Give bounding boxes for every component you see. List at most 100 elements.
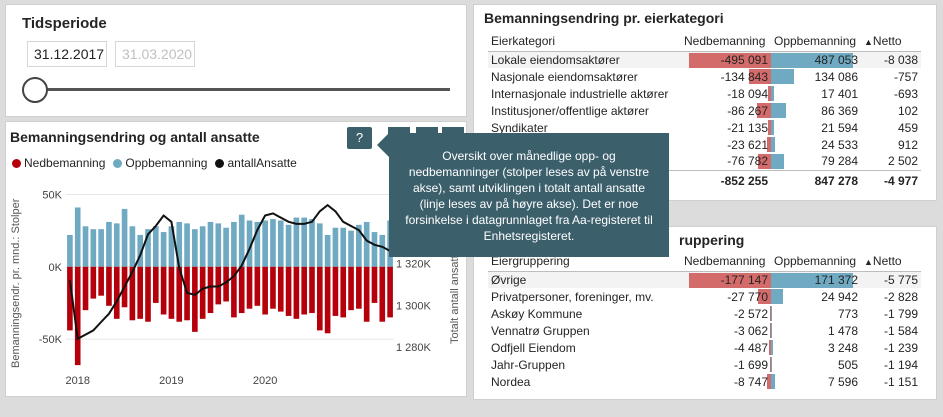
legend-item-oppbemanning[interactable]: Oppbemanning: [113, 156, 207, 170]
legend-item-nedbemanning[interactable]: Nedbemanning: [12, 156, 105, 170]
table-row[interactable]: Syndikater -21 135 21 594 459: [488, 119, 921, 136]
cell-value: -27 770: [727, 289, 768, 304]
data-bar: [767, 86, 771, 101]
netto-cell: -1 584: [883, 323, 918, 338]
antallansatte-line: [68, 203, 391, 341]
nedbemanning-bar: [293, 266, 300, 319]
data-bar: [771, 86, 775, 101]
y2-tick-label: 1 300K: [396, 300, 432, 312]
sort-ascending-icon: ▲: [864, 256, 873, 267]
oppbemanning-cell: 171 372: [771, 271, 861, 288]
help-icon[interactable]: ?: [347, 127, 372, 149]
table-row[interactable]: Privatpersoner, foreninger, mv. -27 770 24…: [488, 288, 921, 305]
nedbemanning-bar: [152, 266, 159, 303]
column-header[interactable]: Nedbemanning: [681, 251, 771, 272]
oppbemanning-bar: [145, 229, 151, 267]
oppbemanning-cell: 17 401: [771, 85, 861, 102]
nedbemanning-bar: [238, 266, 245, 314]
oppbemanning-bar: [293, 217, 300, 267]
data-bar: [766, 374, 771, 389]
y2-tick-label: 1 320K: [396, 259, 432, 271]
cell-value: -177 147: [720, 272, 768, 287]
oppbemanning-bar: [106, 221, 112, 267]
column-header[interactable]: ▲Netto: [861, 31, 921, 52]
table-row[interactable]: Nasjonale eiendomsaktører -134 843 134 086…: [488, 68, 921, 85]
oppbemanning-bar: [262, 220, 268, 267]
column-header[interactable]: Eierkategori: [488, 31, 681, 52]
table-row[interactable]: Jahr-Gruppen -1 699 505 -1 194: [488, 356, 921, 373]
column-header[interactable]: Oppbemanning: [771, 251, 861, 272]
chart-title: Bemanningsendring og antall ansatte: [10, 129, 260, 145]
nedbemanning-cell: -23 621: [681, 136, 771, 153]
legend-item-antallansatte[interactable]: antallAnsatte: [215, 156, 297, 170]
table-row[interactable]: Askøy Kommune -2 572 773 -1 799: [488, 305, 921, 322]
start-date-input[interactable]: 31.12.2017: [27, 41, 107, 67]
cell-value: -8 747: [733, 374, 768, 389]
table-row[interactable]: Lokale eiendomsaktører -495 091 487 053 -8 …: [488, 51, 921, 68]
nedbemanning-bar: [371, 266, 378, 303]
nedbemanning-cell: -177 147: [681, 271, 771, 288]
table-row[interactable]: Institusjoner/offentlige aktører -86 267 8…: [488, 102, 921, 119]
nedbemanning-cell: -27 770: [681, 288, 771, 305]
date-slider-track[interactable]: [36, 88, 450, 91]
table-row[interactable]: Internasjonale industrielle aktører -18 0…: [488, 85, 921, 102]
table-row[interactable]: Odfjell Eiendom -4 487 3 248 -1 239: [488, 339, 921, 356]
table-row[interactable]: Øvrige -177 147 171 372 -5 775: [488, 271, 921, 288]
column-header[interactable]: Nedbemanning: [681, 31, 771, 52]
netto-cell: -693: [893, 86, 918, 101]
oppbemanning-cell: 24 533: [771, 136, 861, 153]
oppbemanning-cell: 7 596: [771, 373, 861, 390]
oppbemanning-bar: [74, 207, 81, 267]
data-bar: [766, 137, 771, 152]
date-slicer-panel: Tidsperiode 31.12.2017 31.03.2020: [5, 4, 467, 117]
chart-legend: Nedbemanning Oppbemanning antallAnsatte: [12, 156, 297, 170]
oppbemanning-cell: 21 594: [771, 119, 861, 136]
eiergruppering-table: Eiergruppering Nedbemanning Oppbemanning…: [488, 251, 921, 390]
data-bar: [757, 103, 771, 118]
oppbemanning-bar: [207, 221, 214, 267]
eier-table-title: Bemanningsendring pr. eierkategori: [484, 10, 724, 26]
table-row[interactable]: -23 621 24 533 912: [488, 136, 921, 153]
oppbemanning-bar: [129, 226, 136, 267]
table-row[interactable]: Nordea -8 747 7 596 -1 151: [488, 373, 921, 390]
netto-cell: -5 775: [861, 271, 921, 288]
nedbemanning-bar: [379, 266, 386, 322]
row-label: Syndikater: [491, 120, 548, 135]
nedbemanning-bar: [254, 266, 261, 306]
oppbemanning-bar: [379, 234, 386, 267]
column-header[interactable]: ▲Netto: [861, 251, 921, 272]
cell-value: 1 478: [827, 323, 858, 338]
legend-dot-icon: [113, 159, 123, 168]
end-date-input[interactable]: 31.03.2020: [115, 41, 195, 67]
y2-axis-label: Totalt antall ansatte: [449, 249, 461, 344]
row-label: Askøy Kommune: [491, 306, 583, 321]
legend-dot-icon: [12, 159, 21, 168]
oppbemanning-bar: [137, 234, 144, 267]
nedbemanning-bar: [223, 266, 229, 302]
nedbemanning-bar: [192, 266, 198, 332]
nedbemanning-cell: -2 572: [681, 305, 771, 322]
column-header[interactable]: Oppbemanning: [771, 31, 861, 52]
data-bar: [771, 323, 772, 338]
eierkategori-table: Eierkategori Nedbemanning Oppbemanning ▲…: [488, 31, 921, 192]
cell-value: 21 594: [821, 120, 858, 135]
oppbemanning-bar: [152, 226, 159, 267]
nedbemanning-bar: [363, 266, 370, 322]
nedbemanning-cell: -4 487: [681, 339, 771, 356]
data-bar: [771, 120, 775, 135]
nedbemanning-bar: [207, 266, 214, 314]
x-tick-label: 2018: [65, 375, 89, 387]
nedbemanning-bar: [387, 266, 393, 318]
row-label: Øvrige: [488, 271, 681, 288]
cell-value: 487 053: [814, 52, 858, 67]
oppbemanning-bar: [113, 223, 120, 267]
slicer-title: Tidsperiode: [22, 15, 107, 32]
row-label: Vennatrø Gruppen: [491, 323, 590, 338]
data-bar: [689, 272, 771, 288]
y-tick-label: -50K: [39, 334, 63, 346]
date-slider-handle[interactable]: [22, 77, 48, 103]
column-header-label: Netto: [872, 33, 902, 48]
data-bar: [771, 272, 853, 288]
table-row[interactable]: Vennatrø Gruppen -3 062 1 478 -1 584: [488, 322, 921, 339]
